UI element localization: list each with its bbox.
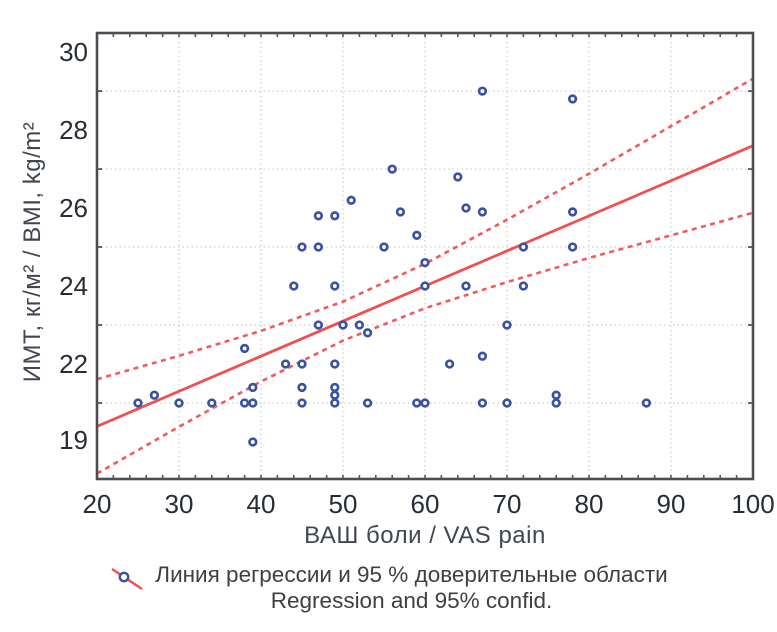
data-point bbox=[444, 359, 455, 369]
data-point bbox=[313, 242, 324, 252]
legend: Линия регрессии и 95 % доверительные обл… bbox=[0, 562, 777, 614]
y-axis-title: ИМТ, кг/м² / BMI, kg/m² bbox=[19, 121, 46, 383]
y-tick-label: 28 bbox=[59, 115, 88, 145]
data-point bbox=[502, 398, 512, 408]
data-point bbox=[297, 382, 307, 393]
data-point bbox=[387, 164, 397, 174]
data-point bbox=[346, 195, 356, 205]
data-point bbox=[248, 398, 258, 408]
ci-lower-band bbox=[96, 211, 754, 475]
data-point bbox=[330, 382, 340, 393]
legend-line-en: Regression and 95% confid. bbox=[270, 588, 553, 613]
x-tick-label: 40 bbox=[247, 489, 276, 519]
y-tick-label: 30 bbox=[59, 37, 88, 67]
x-tick-label: 30 bbox=[165, 489, 194, 519]
data-point bbox=[518, 281, 529, 291]
data-point bbox=[477, 86, 488, 96]
y-tick-label: 19 bbox=[59, 425, 88, 455]
data-point bbox=[297, 398, 307, 408]
data-point bbox=[461, 281, 471, 291]
x-tick-label: 70 bbox=[493, 489, 522, 519]
data-point bbox=[551, 398, 561, 408]
data-point bbox=[330, 211, 340, 221]
data-point bbox=[477, 351, 488, 361]
legend-line-ru: Линия регрессии и 95 % доверительные обл… bbox=[155, 562, 668, 587]
data-point bbox=[207, 398, 217, 408]
data-point bbox=[477, 398, 488, 408]
data-point bbox=[567, 94, 578, 104]
data-point bbox=[362, 398, 373, 408]
data-point bbox=[412, 230, 422, 240]
data-point bbox=[477, 207, 488, 217]
data-point bbox=[313, 320, 324, 330]
y-tick-label: 22 bbox=[59, 349, 88, 379]
regression-line-legend-icon bbox=[111, 568, 143, 590]
data-point bbox=[412, 398, 422, 408]
data-point bbox=[330, 390, 340, 400]
data-point bbox=[313, 211, 324, 221]
data-point bbox=[461, 203, 471, 213]
data-point bbox=[330, 359, 340, 369]
data-point bbox=[420, 398, 430, 408]
y-tick-label: 24 bbox=[59, 271, 88, 301]
data-point bbox=[567, 242, 578, 252]
x-tick-label: 90 bbox=[657, 489, 686, 519]
data-point bbox=[133, 398, 143, 408]
x-tick-label: 50 bbox=[329, 489, 358, 519]
data-point bbox=[330, 398, 340, 408]
data-point bbox=[502, 320, 512, 330]
data-point bbox=[297, 359, 307, 369]
data-point bbox=[453, 172, 463, 182]
y-tick-label: 26 bbox=[59, 193, 88, 223]
data-point bbox=[641, 398, 652, 408]
data-point bbox=[362, 328, 373, 338]
data-point bbox=[354, 320, 365, 330]
x-tick-label: 20 bbox=[83, 489, 112, 519]
data-point bbox=[239, 343, 250, 354]
data-point bbox=[395, 207, 406, 217]
ci-upper-band bbox=[96, 77, 754, 381]
x-tick-label: 80 bbox=[575, 489, 604, 519]
data-point bbox=[567, 207, 578, 217]
data-point bbox=[330, 281, 340, 291]
data-point bbox=[518, 242, 529, 252]
x-tick-label: 60 bbox=[411, 489, 440, 519]
data-point bbox=[239, 398, 250, 408]
x-axis-title: ВАШ боли / VAS pain bbox=[304, 522, 546, 549]
data-point bbox=[174, 398, 184, 408]
data-point bbox=[280, 359, 291, 369]
data-point bbox=[420, 257, 430, 268]
data-point bbox=[338, 320, 348, 330]
data-point bbox=[149, 390, 160, 400]
data-point bbox=[297, 242, 307, 252]
data-point bbox=[420, 281, 430, 291]
data-point bbox=[551, 390, 561, 400]
data-point bbox=[248, 382, 258, 393]
data-point bbox=[379, 242, 389, 252]
data-point bbox=[289, 281, 299, 291]
x-tick-label: 100 bbox=[731, 489, 774, 519]
legend-text-block: Линия регрессии и 95 % доверительные обл… bbox=[155, 562, 667, 614]
plot-area: 20 30 40 50 60 70 80 90 100 30 28 26 24 22 19 bbox=[59, 31, 775, 519]
data-point bbox=[248, 437, 258, 447]
